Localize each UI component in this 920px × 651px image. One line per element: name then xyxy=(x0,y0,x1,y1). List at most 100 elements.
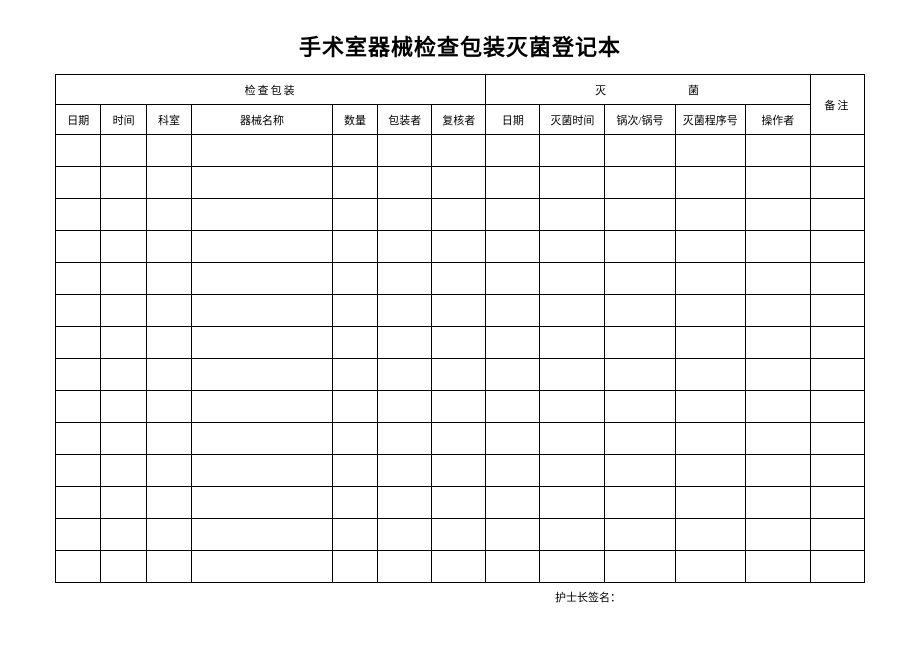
table-cell xyxy=(192,295,333,327)
table-cell xyxy=(486,519,540,551)
table-cell xyxy=(432,423,486,455)
table-cell xyxy=(146,231,191,263)
header-stertime: 灭菌时间 xyxy=(540,105,605,135)
header-remark: 备注 xyxy=(810,75,864,135)
table-cell xyxy=(332,263,377,295)
table-cell xyxy=(192,519,333,551)
table-cell xyxy=(332,327,377,359)
table-cell xyxy=(101,519,146,551)
table-cell xyxy=(192,391,333,423)
table-cell xyxy=(378,295,432,327)
table-cell xyxy=(605,231,675,263)
table-cell xyxy=(675,455,745,487)
table-cell xyxy=(432,519,486,551)
table-cell xyxy=(332,487,377,519)
header-date1: 日期 xyxy=(56,105,101,135)
table-cell xyxy=(540,135,605,167)
table-cell xyxy=(192,359,333,391)
table-cell xyxy=(378,391,432,423)
table-row xyxy=(56,295,865,327)
table-cell xyxy=(810,199,864,231)
table-cell xyxy=(605,455,675,487)
table-cell xyxy=(810,295,864,327)
table-cell xyxy=(332,231,377,263)
table-cell xyxy=(332,295,377,327)
table-cell xyxy=(56,519,101,551)
table-cell xyxy=(540,423,605,455)
table-cell xyxy=(56,487,101,519)
table-cell xyxy=(378,359,432,391)
table-cell xyxy=(810,391,864,423)
table-cell xyxy=(192,167,333,199)
table-cell xyxy=(56,359,101,391)
table-cell xyxy=(192,455,333,487)
table-cell xyxy=(56,455,101,487)
header-instrument: 器械名称 xyxy=(192,105,333,135)
table-cell xyxy=(146,455,191,487)
table-cell xyxy=(432,455,486,487)
table-cell xyxy=(378,455,432,487)
table-cell xyxy=(605,359,675,391)
table-cell xyxy=(146,423,191,455)
table-cell xyxy=(192,199,333,231)
table-cell xyxy=(432,135,486,167)
table-cell xyxy=(432,263,486,295)
table-cell xyxy=(192,327,333,359)
header-time: 时间 xyxy=(101,105,146,135)
table-cell xyxy=(432,199,486,231)
table-cell xyxy=(675,391,745,423)
table-cell xyxy=(146,135,191,167)
table-cell xyxy=(486,295,540,327)
table-cell xyxy=(146,487,191,519)
table-row xyxy=(56,519,865,551)
table-cell xyxy=(432,295,486,327)
table-cell xyxy=(540,359,605,391)
register-table: 检查包装 灭 菌 备注 日期 时间 科室 器械名称 数量 包装者 复核者 日期 … xyxy=(55,74,865,583)
table-cell xyxy=(332,359,377,391)
header-potbatch: 锅次/锅号 xyxy=(605,105,675,135)
table-cell xyxy=(192,231,333,263)
table-cell xyxy=(192,423,333,455)
table-cell xyxy=(146,359,191,391)
table-cell xyxy=(101,455,146,487)
table-cell xyxy=(486,359,540,391)
table-cell xyxy=(378,487,432,519)
header-reviewer: 复核者 xyxy=(432,105,486,135)
table-row xyxy=(56,263,865,295)
table-cell xyxy=(745,327,810,359)
table-row xyxy=(56,167,865,199)
table-row xyxy=(56,231,865,263)
table-cell xyxy=(745,135,810,167)
table-cell xyxy=(675,519,745,551)
table-cell xyxy=(745,359,810,391)
table-cell xyxy=(378,423,432,455)
header-inspection-group: 检查包装 xyxy=(56,75,486,105)
table-cell xyxy=(56,551,101,583)
table-cell xyxy=(605,263,675,295)
table-cell xyxy=(675,327,745,359)
table-cell xyxy=(810,455,864,487)
table-cell xyxy=(675,231,745,263)
table-cell xyxy=(378,167,432,199)
table-cell xyxy=(56,167,101,199)
table-cell xyxy=(378,263,432,295)
table-cell xyxy=(56,199,101,231)
header-sterprogram: 灭菌程序号 xyxy=(675,105,745,135)
table-cell xyxy=(810,167,864,199)
table-cell xyxy=(101,135,146,167)
table-cell xyxy=(605,327,675,359)
table-cell xyxy=(810,327,864,359)
table-cell xyxy=(745,263,810,295)
table-cell xyxy=(540,327,605,359)
table-cell xyxy=(810,423,864,455)
table-row xyxy=(56,487,865,519)
table-cell xyxy=(432,359,486,391)
table-cell xyxy=(745,199,810,231)
table-cell xyxy=(540,167,605,199)
table-cell xyxy=(675,295,745,327)
table-cell xyxy=(101,167,146,199)
table-cell xyxy=(605,199,675,231)
table-cell xyxy=(540,519,605,551)
table-cell xyxy=(192,487,333,519)
header-sterilization-group: 灭 菌 xyxy=(486,75,810,105)
